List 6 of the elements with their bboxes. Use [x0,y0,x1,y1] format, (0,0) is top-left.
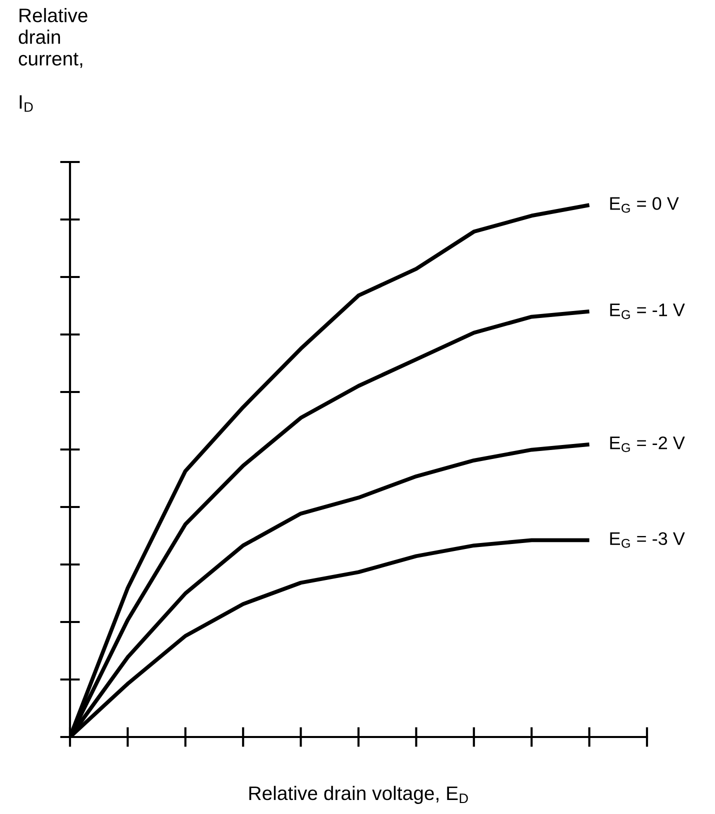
text: Relative drain current, I$_{D}$ [18,8,88,112]
series-label: E$_{G}$ = -3 V [610,532,685,548]
series-label: E$_{G}$ = 0 V [610,197,679,213]
series-label: E$_{G}$ = -2 V [610,436,685,452]
x-axis-title: Relative drain voltage, E$_{D}$ [249,786,468,804]
series-label: E$_{G}$ = -1 V [610,304,685,320]
